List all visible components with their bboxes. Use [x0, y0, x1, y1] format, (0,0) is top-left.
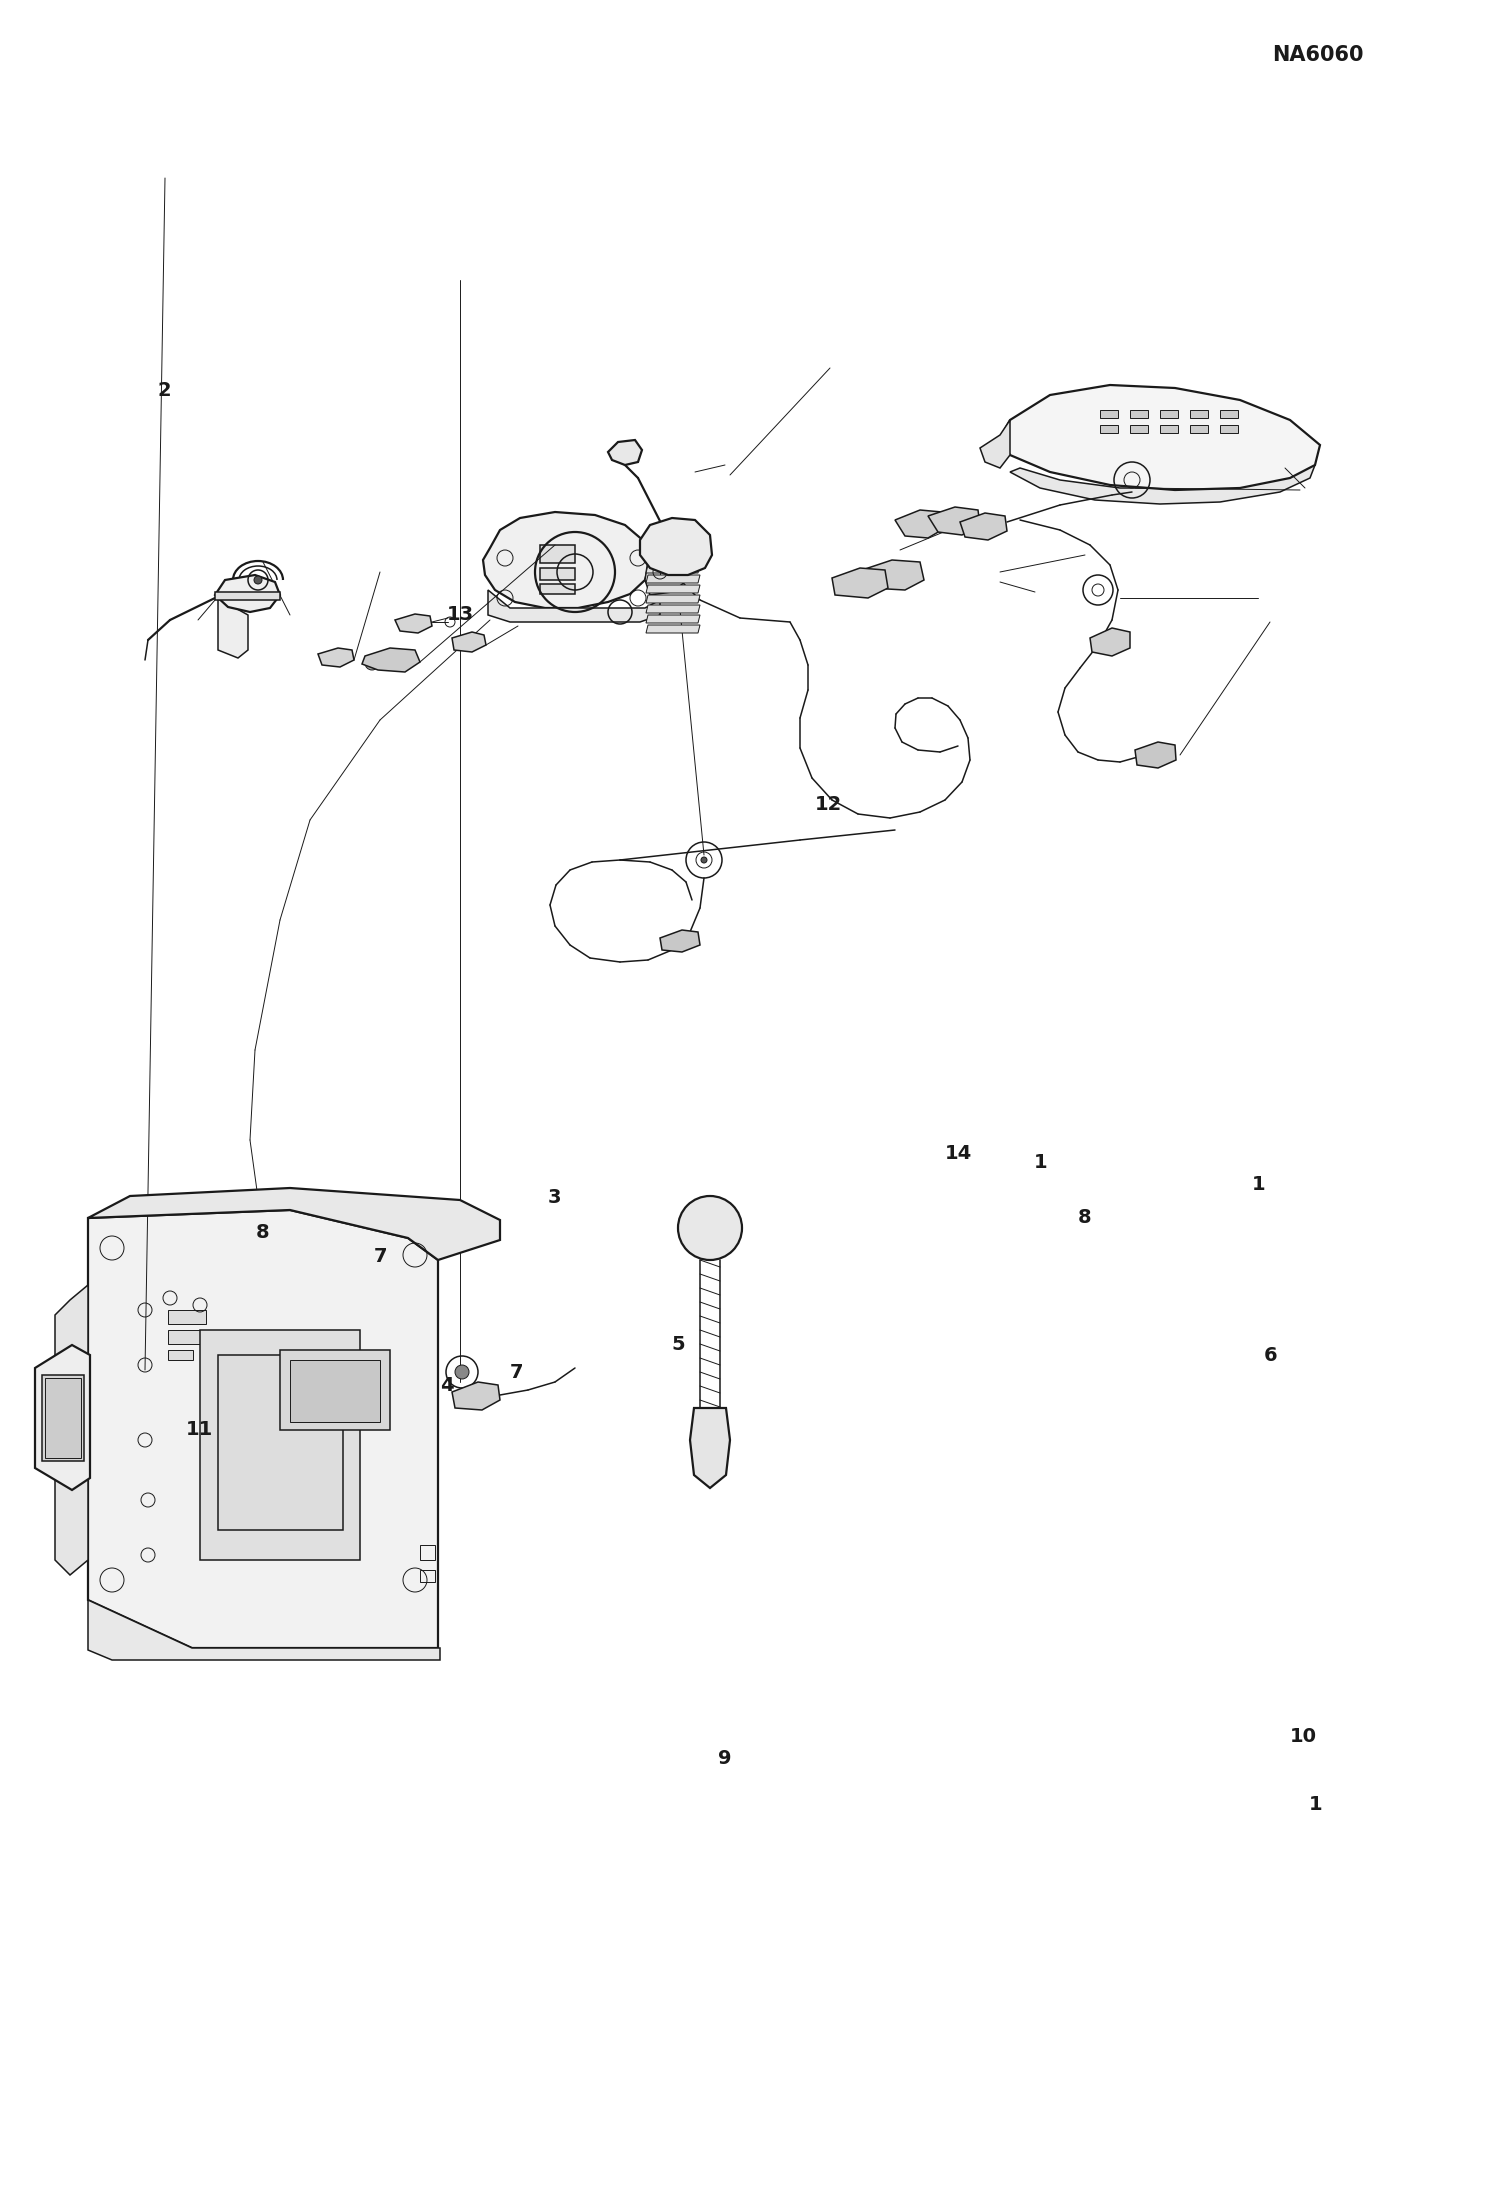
Polygon shape	[980, 421, 1010, 467]
Polygon shape	[831, 568, 888, 599]
Polygon shape	[219, 594, 249, 658]
Bar	[1159, 410, 1177, 419]
Polygon shape	[861, 559, 924, 590]
Bar	[419, 1546, 434, 1559]
Bar	[168, 1351, 193, 1360]
Polygon shape	[216, 575, 280, 612]
Polygon shape	[452, 1382, 500, 1410]
Bar	[539, 568, 575, 579]
Bar	[42, 1375, 84, 1461]
Bar	[45, 1377, 81, 1458]
Polygon shape	[608, 441, 643, 465]
Polygon shape	[88, 1189, 500, 1261]
Circle shape	[366, 656, 379, 671]
Bar	[280, 1351, 389, 1430]
Text: 11: 11	[186, 1421, 213, 1439]
Polygon shape	[488, 590, 661, 623]
Polygon shape	[216, 592, 280, 601]
Polygon shape	[1091, 627, 1129, 656]
Bar	[219, 1355, 343, 1531]
Text: 12: 12	[815, 796, 842, 814]
Polygon shape	[927, 507, 980, 535]
Bar	[1100, 410, 1118, 419]
Polygon shape	[646, 555, 700, 564]
Bar	[1189, 410, 1207, 419]
Polygon shape	[691, 1408, 730, 1489]
Text: 2: 2	[157, 382, 172, 399]
Bar	[539, 583, 575, 594]
Text: 7: 7	[373, 1248, 388, 1265]
Polygon shape	[646, 625, 700, 634]
Text: 1: 1	[1034, 1154, 1049, 1171]
Circle shape	[619, 443, 634, 461]
Polygon shape	[646, 566, 700, 572]
Circle shape	[255, 577, 262, 583]
Bar	[168, 1329, 207, 1344]
Polygon shape	[482, 511, 650, 607]
Bar	[291, 1360, 380, 1421]
Text: 4: 4	[439, 1377, 454, 1395]
Bar	[1129, 425, 1147, 432]
Bar	[168, 1309, 207, 1325]
Text: 1: 1	[1308, 1796, 1323, 1814]
Bar	[1189, 425, 1207, 432]
Text: 8: 8	[1077, 1208, 1092, 1226]
Text: 7: 7	[509, 1364, 524, 1382]
Text: 8: 8	[255, 1224, 270, 1241]
Polygon shape	[646, 586, 700, 592]
Polygon shape	[1135, 741, 1176, 768]
Polygon shape	[88, 1601, 440, 1660]
Text: 5: 5	[671, 1336, 686, 1353]
Bar	[1219, 410, 1237, 419]
Polygon shape	[1010, 463, 1315, 504]
Polygon shape	[640, 518, 712, 575]
Polygon shape	[88, 1211, 437, 1647]
Text: 10: 10	[1290, 1728, 1317, 1746]
Polygon shape	[646, 605, 700, 614]
Polygon shape	[646, 539, 688, 594]
Bar	[419, 1570, 434, 1581]
Text: 14: 14	[945, 1145, 972, 1162]
Text: 3: 3	[547, 1189, 562, 1206]
Bar	[1100, 425, 1118, 432]
Polygon shape	[960, 513, 1007, 539]
Polygon shape	[363, 647, 419, 671]
Text: 13: 13	[446, 605, 473, 623]
Polygon shape	[452, 632, 485, 651]
Polygon shape	[646, 614, 700, 623]
Bar	[1129, 410, 1147, 419]
Bar	[1219, 425, 1237, 432]
Polygon shape	[1001, 386, 1320, 489]
Polygon shape	[34, 1344, 90, 1489]
Polygon shape	[646, 575, 700, 583]
Polygon shape	[661, 930, 700, 952]
Polygon shape	[201, 1329, 360, 1559]
Polygon shape	[646, 594, 700, 603]
Polygon shape	[318, 647, 354, 667]
Circle shape	[679, 1195, 742, 1261]
Text: 1: 1	[1251, 1175, 1266, 1193]
Bar	[539, 546, 575, 564]
Text: 6: 6	[1263, 1347, 1278, 1364]
Polygon shape	[894, 511, 945, 537]
Circle shape	[701, 857, 707, 864]
Polygon shape	[55, 1285, 88, 1575]
Circle shape	[455, 1364, 469, 1379]
Polygon shape	[395, 614, 431, 634]
Polygon shape	[646, 546, 700, 553]
Text: NA6060: NA6060	[1272, 44, 1365, 66]
Bar	[1159, 425, 1177, 432]
Text: 9: 9	[718, 1750, 733, 1768]
